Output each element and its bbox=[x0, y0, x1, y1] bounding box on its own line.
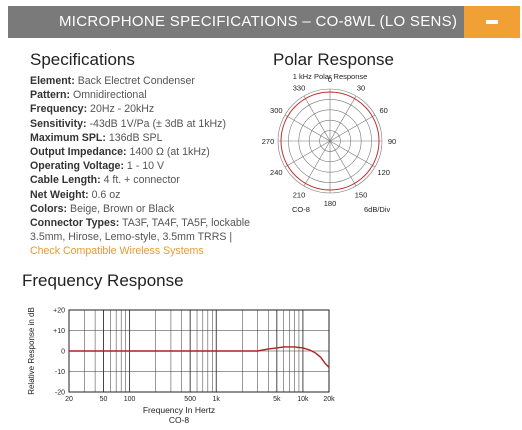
polar-angle-label: 240 bbox=[270, 168, 283, 177]
polar-angle-label: 120 bbox=[377, 168, 390, 177]
spec-value: Omnidirectional bbox=[70, 89, 147, 102]
polar-angle-label: 300 bbox=[270, 106, 283, 115]
spec-label: Net Weight: bbox=[30, 188, 89, 201]
compatible-systems-link[interactable]: Check Compatible Wireless Systems bbox=[30, 245, 204, 258]
accordion-title: MICROPHONE SPECIFICATIONS – CO-8WL (LO S… bbox=[59, 13, 458, 30]
spec-value: 20Hz - 20kHz bbox=[87, 103, 155, 116]
polar-angle-label: 330 bbox=[293, 83, 306, 92]
spec-item: Output Impedance: 1400 Ω (at 1kHz) bbox=[30, 145, 262, 159]
polar-spoke bbox=[303, 95, 331, 142]
spec-item: Maximum SPL: 136dB SPL bbox=[30, 131, 262, 145]
spec-item: Sensitivity: -43dB 1V/Pa (± 3dB at 1kHz) bbox=[30, 117, 262, 131]
spec-item: Element: Back Electret Condenser bbox=[30, 74, 262, 88]
y-tick-label: 0 bbox=[61, 349, 65, 356]
spec-label: Maximum SPL: bbox=[30, 131, 106, 144]
x-tick-label: 20k bbox=[323, 396, 335, 403]
spec-value: TA3F, TA4F, TA5F, lockable 3.5mm, Hirose… bbox=[30, 217, 250, 244]
spec-item: Operating Voltage: 1 - 10 V bbox=[30, 159, 262, 173]
spec-label: Operating Voltage: bbox=[30, 160, 124, 173]
y-tick-label: +20 bbox=[53, 308, 65, 315]
polar-spoke bbox=[284, 114, 331, 142]
specifications-heading: Specifications bbox=[30, 50, 135, 69]
polar-angle-label: 0 bbox=[328, 75, 332, 84]
y-tick-label: +10 bbox=[53, 328, 65, 335]
x-tick-label: 10k bbox=[297, 396, 309, 403]
x-tick-label: 1k bbox=[213, 396, 221, 403]
x-tick-label: 5k bbox=[273, 396, 281, 403]
polar-spoke bbox=[329, 140, 357, 187]
x-tick-label: 500 bbox=[184, 396, 196, 403]
polar-angle-label: 210 bbox=[293, 191, 306, 200]
spec-value: 136dB SPL bbox=[105, 131, 163, 144]
polar-angle-label: 270 bbox=[262, 137, 274, 146]
spec-item: Net Weight: 0.6 oz bbox=[30, 188, 262, 202]
polar-spoke bbox=[284, 140, 331, 168]
minus-icon bbox=[486, 20, 498, 24]
specs-accordion-header[interactable]: MICROPHONE SPECIFICATIONS – CO-8WL (LO S… bbox=[8, 6, 520, 38]
polar-spoke bbox=[329, 140, 376, 168]
polar-angle-label: 150 bbox=[355, 191, 368, 200]
spec-value: -43dB 1V/Pa (± 3dB at 1kHz) bbox=[86, 117, 227, 130]
x-tick-label: 100 bbox=[124, 396, 136, 403]
spec-label: Element: bbox=[30, 75, 75, 87]
spec-item: Frequency: 20Hz - 20kHz bbox=[30, 102, 262, 116]
spec-value: 0.6 oz bbox=[88, 188, 121, 201]
frequency-model-label: CO-8 bbox=[169, 415, 190, 425]
spec-label: Frequency: bbox=[30, 103, 88, 116]
spec-value: Back Electret Condenser bbox=[74, 75, 195, 87]
polar-angle-label: 30 bbox=[357, 83, 365, 92]
polar-spoke bbox=[329, 114, 376, 142]
spec-item: Cable Length: 4 ft. + connector bbox=[30, 173, 262, 187]
spec-label: Output Impedance: bbox=[30, 146, 127, 159]
collapse-toggle-button[interactable] bbox=[464, 6, 520, 38]
x-tick-label: 20 bbox=[65, 396, 73, 403]
spec-label: Colors: bbox=[30, 202, 68, 215]
x-axis-label: Frequency In Hertz bbox=[143, 405, 215, 415]
spec-value: Beige, Brown or Black bbox=[67, 202, 175, 215]
polar-spoke bbox=[329, 95, 357, 142]
polar-angle-label: 60 bbox=[380, 106, 388, 115]
frequency-response-heading: Frequency Response bbox=[22, 271, 184, 290]
polar-angle-label: 90 bbox=[388, 137, 396, 146]
spec-item: Colors: Beige, Brown or Black bbox=[30, 202, 262, 216]
spec-value: 4 ft. + connector bbox=[100, 174, 180, 187]
polar-spoke bbox=[303, 140, 331, 187]
spec-item: Pattern: Omnidirectional bbox=[30, 88, 262, 102]
polar-response-heading: Polar Response bbox=[273, 50, 394, 69]
spec-list: Element: Back Electret Condenser Pattern:… bbox=[30, 74, 262, 259]
y-tick-label: -20 bbox=[55, 390, 65, 397]
polar-angle-label: 180 bbox=[324, 199, 337, 208]
polar-scale-label: 6dB/Div bbox=[364, 205, 391, 214]
spec-label: Sensitivity: bbox=[30, 117, 87, 130]
polar-chart-title: 1 kHz Polar Response bbox=[293, 72, 368, 81]
spec-value: 1 - 10 V bbox=[123, 160, 165, 173]
spec-label: Connector Types: bbox=[30, 217, 120, 230]
y-tick-label: -10 bbox=[55, 369, 65, 376]
spec-item-connectors: Connector Types: TA3F, TA4F, TA5F, locka… bbox=[30, 216, 262, 259]
polar-pattern-curve bbox=[280, 91, 380, 191]
x-tick-label: 50 bbox=[100, 396, 108, 403]
polar-model-label: CO-8 bbox=[292, 205, 310, 214]
spec-label: Cable Length: bbox=[30, 174, 101, 187]
frequency-response-curve bbox=[69, 346, 330, 368]
y-axis-label: Relative Response in dB bbox=[27, 307, 36, 395]
spec-label: Pattern: bbox=[30, 89, 71, 102]
spec-value: 1400 Ω (at 1kHz) bbox=[126, 146, 210, 159]
